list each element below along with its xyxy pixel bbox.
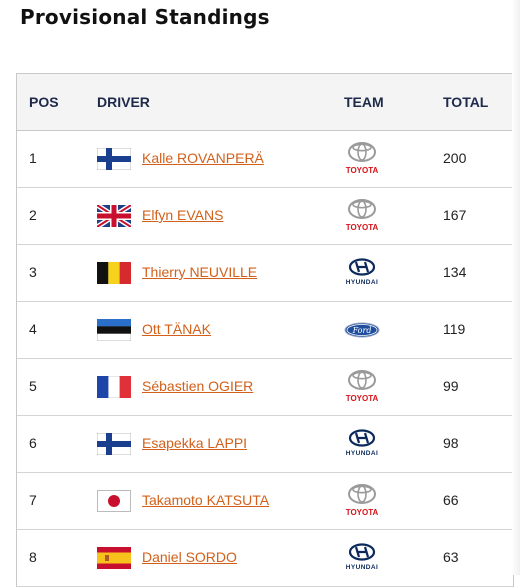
svg-text:TOYOTA: TOYOTA — [346, 223, 379, 232]
driver-link[interactable]: Sébastien OGIER — [142, 378, 254, 394]
toyota-logo-icon: TOYOTA — [339, 140, 385, 178]
svg-text:TOYOTA: TOYOTA — [346, 166, 379, 175]
table-row: 1 Kalle ROVANPERÄ TOYOTA 200 — [17, 131, 513, 188]
standings-table: POS DRIVER TEAM TOTAL 1 Kalle ROVANPERÄ TO… — [16, 73, 514, 587]
hyundai-logo-icon: HYUNDAI — [339, 254, 385, 292]
driver-link[interactable]: Esapekka LAPPI — [142, 435, 248, 451]
page-title: Provisional Standings — [20, 5, 270, 29]
page-edge — [512, 0, 520, 575]
total-points-cell: 98 — [443, 435, 459, 451]
spain-flag-icon — [97, 547, 131, 569]
total-points-cell: 134 — [443, 264, 467, 280]
table-header: POS DRIVER TEAM TOTAL — [17, 74, 513, 131]
position-cell: 6 — [29, 435, 37, 451]
position-cell: 5 — [29, 378, 37, 394]
driver-link[interactable]: Takamoto KATSUTA — [142, 492, 270, 508]
table-row: 2 Elfyn EVANS TOYOTA 167 — [17, 188, 513, 245]
estonia-flag-icon — [97, 319, 131, 341]
ford-logo-icon: Ford — [339, 311, 385, 349]
position-cell: 2 — [29, 207, 37, 223]
toyota-logo-icon: TOYOTA — [339, 368, 385, 406]
table-row: 8 Daniel SORDO HYUNDAI 63 — [17, 530, 513, 587]
position-cell: 4 — [29, 321, 37, 337]
position-cell: 1 — [29, 150, 37, 166]
belgium-flag-icon — [97, 262, 131, 284]
driver-link[interactable]: Kalle ROVANPERÄ — [142, 150, 264, 166]
svg-text:TOYOTA: TOYOTA — [346, 394, 379, 403]
table-row: 7 Takamoto KATSUTA TOYOTA 66 — [17, 473, 513, 530]
svg-text:HYUNDAI: HYUNDAI — [346, 450, 378, 457]
total-points-cell: 119 — [443, 321, 466, 337]
finland-flag-icon — [97, 433, 131, 455]
table-row: 5 Sébastien OGIER TOYOTA 99 — [17, 359, 513, 416]
driver-link[interactable]: Thierry NEUVILLE — [142, 264, 258, 280]
hyundai-logo-icon: HYUNDAI — [339, 539, 385, 577]
header-total: TOTAL — [443, 94, 489, 110]
hyundai-logo-icon: HYUNDAI — [339, 425, 385, 463]
svg-text:HYUNDAI: HYUNDAI — [346, 564, 378, 571]
position-cell: 3 — [29, 264, 37, 280]
table-row: 3 Thierry NEUVILLE HYUNDAI 134 — [17, 245, 513, 302]
uk-flag-icon — [97, 205, 131, 227]
total-points-cell: 66 — [443, 492, 459, 508]
position-cell: 7 — [29, 492, 37, 508]
title-box — [15, 0, 250, 40]
japan-flag-icon — [97, 490, 131, 512]
svg-text:TOYOTA: TOYOTA — [346, 508, 379, 517]
svg-text:HYUNDAI: HYUNDAI — [346, 279, 378, 286]
total-points-cell: 167 — [443, 207, 467, 223]
table-body: 1 Kalle ROVANPERÄ TOYOTA 200 2 Elfyn EVANS TOY… — [17, 131, 513, 587]
finland-flag-icon — [97, 148, 131, 170]
table-row: 6 Esapekka LAPPI HYUNDAI 98 — [17, 416, 513, 473]
header-pos: POS — [29, 94, 59, 110]
driver-link[interactable]: Ott TÄNAK — [142, 321, 211, 337]
total-points-cell: 200 — [443, 150, 467, 166]
svg-text:Ford: Ford — [352, 326, 372, 335]
france-flag-icon — [97, 376, 131, 398]
total-points-cell: 99 — [443, 378, 459, 394]
header-driver: DRIVER — [97, 94, 150, 110]
header-team: TEAM — [344, 94, 384, 110]
toyota-logo-icon: TOYOTA — [339, 482, 385, 520]
table-row: 4 Ott TÄNAK Ford 119 — [17, 302, 513, 359]
driver-link[interactable]: Daniel SORDO — [142, 549, 237, 565]
position-cell: 8 — [29, 549, 37, 565]
toyota-logo-icon: TOYOTA — [339, 197, 385, 235]
driver-link[interactable]: Elfyn EVANS — [142, 207, 224, 223]
total-points-cell: 63 — [443, 549, 459, 565]
